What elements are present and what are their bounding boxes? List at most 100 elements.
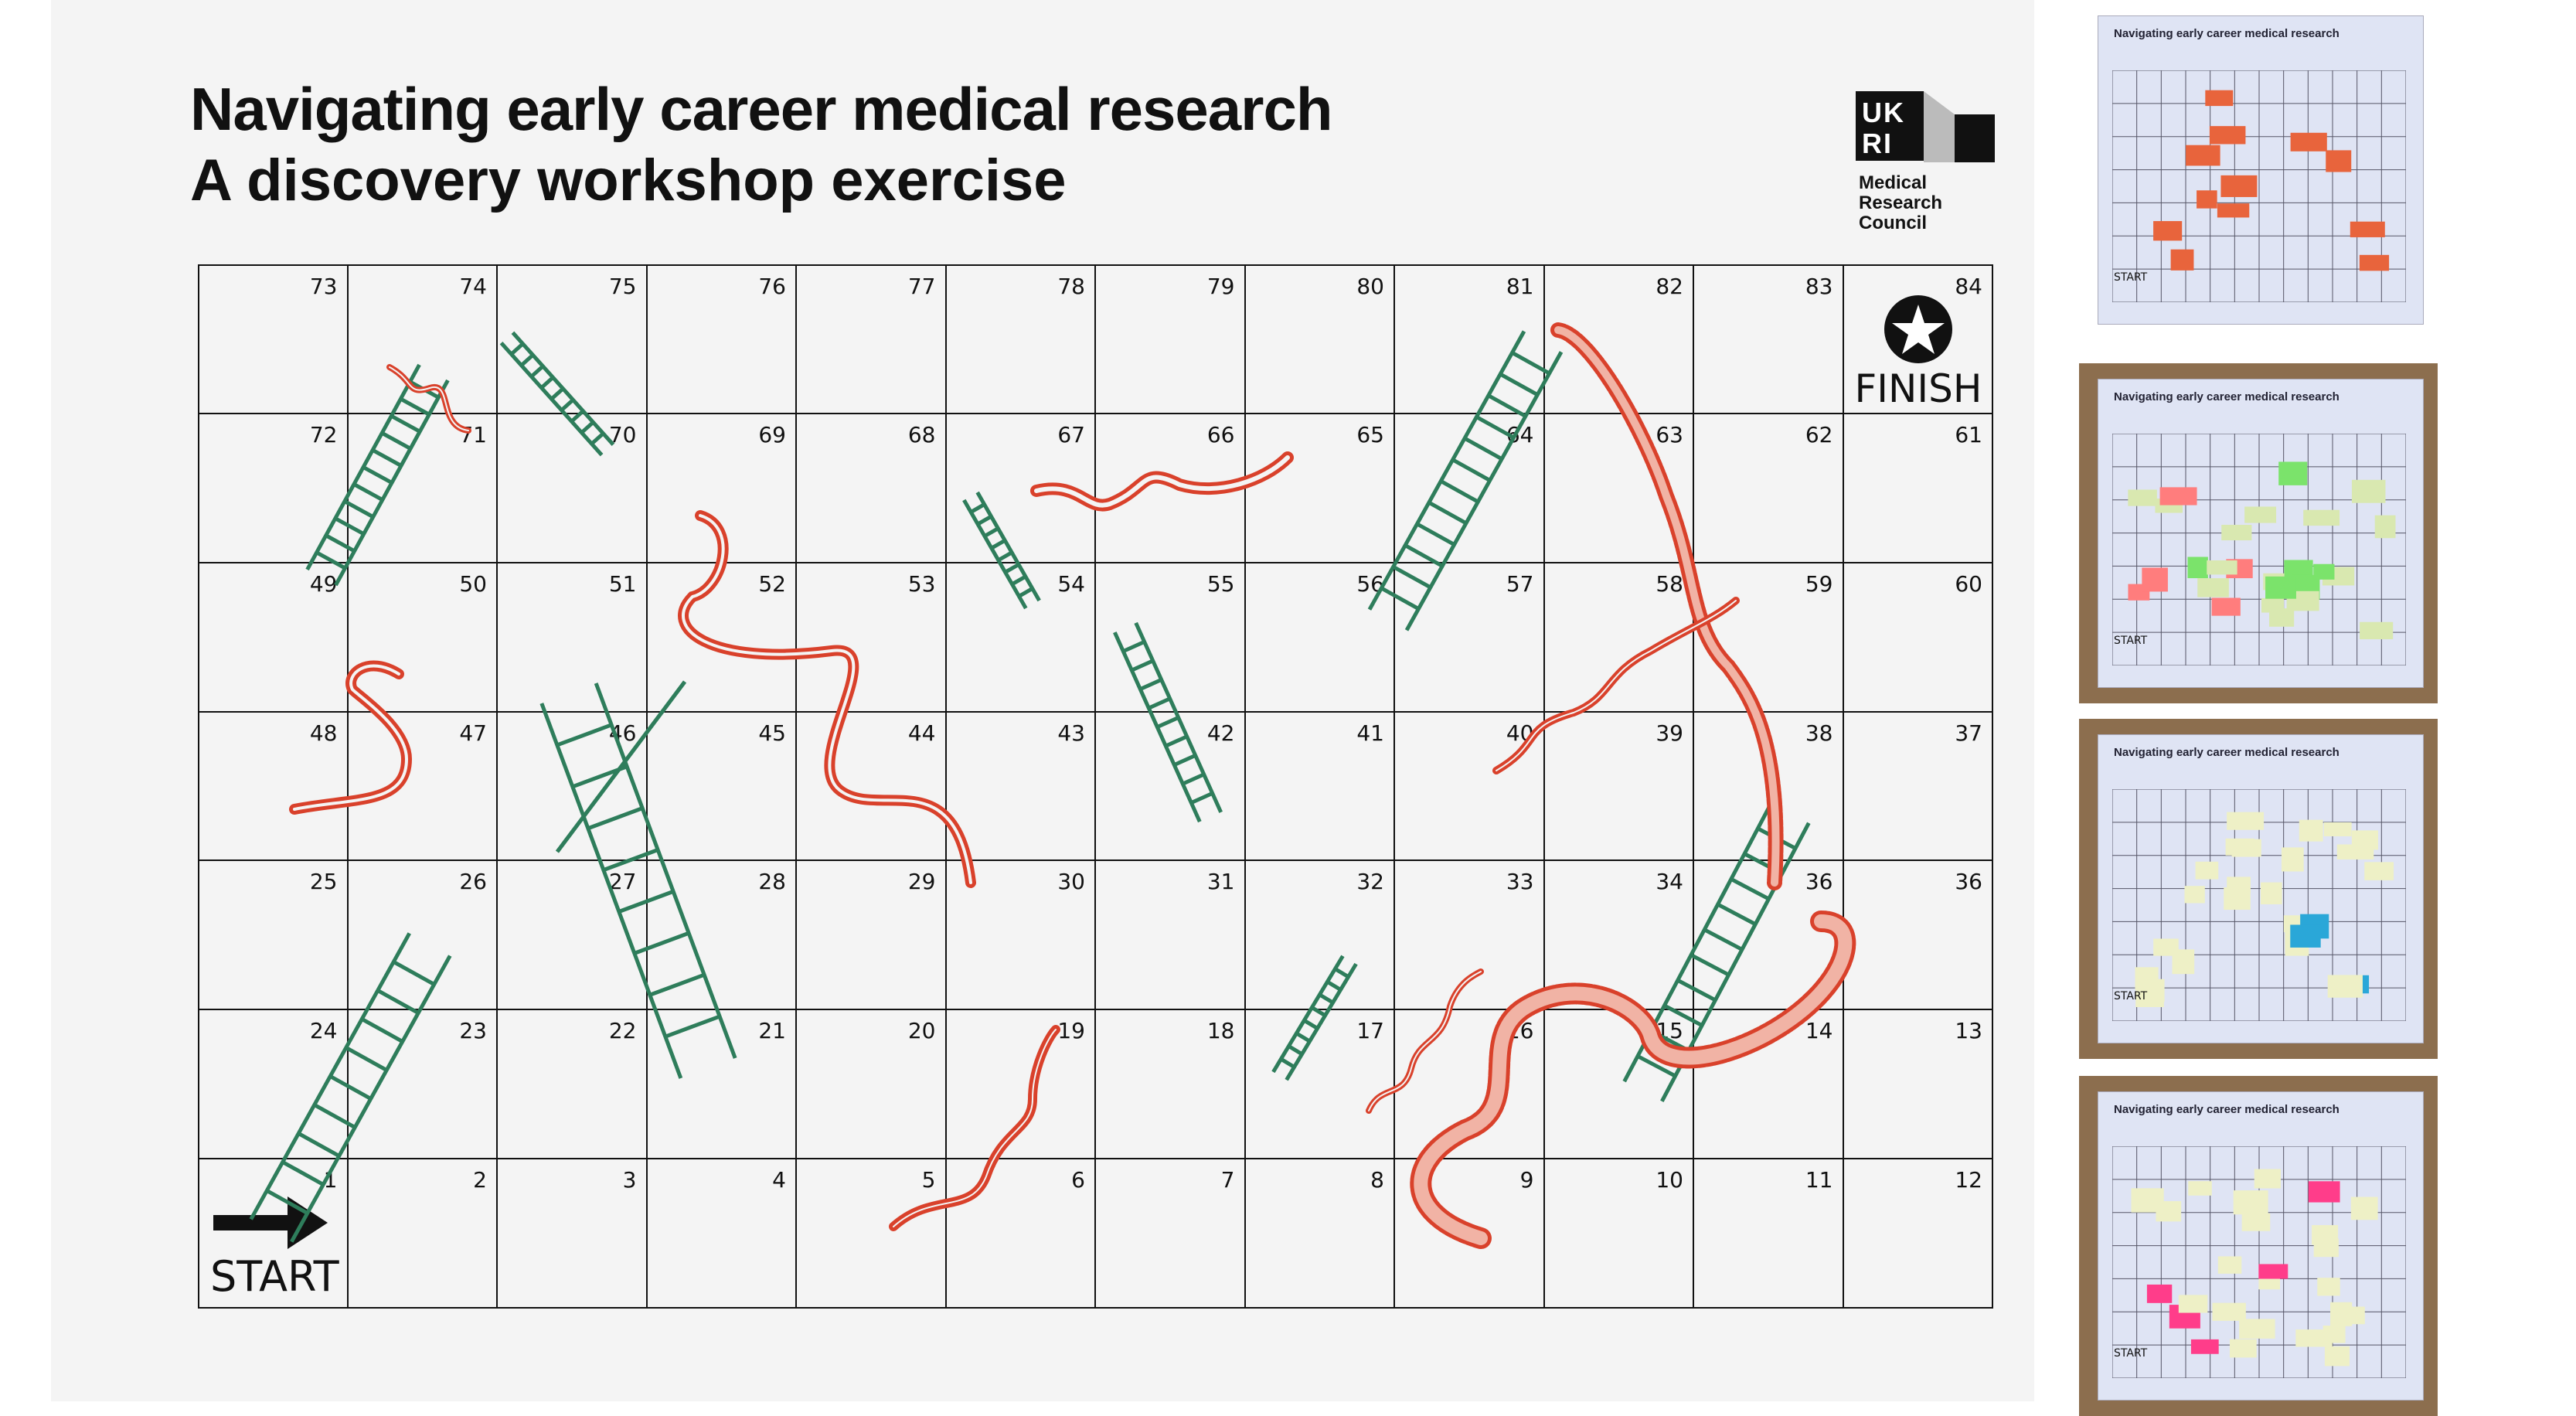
sticky-note xyxy=(2172,949,2195,975)
board-square: 25 xyxy=(198,859,349,1011)
sticky-note xyxy=(2205,90,2234,107)
square-number: 32 xyxy=(1356,869,1384,895)
sticky-note xyxy=(2159,487,2197,505)
square-number: 64 xyxy=(1506,421,1534,448)
square-number: 41 xyxy=(1356,720,1384,746)
square-number: 62 xyxy=(1805,421,1833,448)
board-square: 72 xyxy=(198,412,349,563)
sticky-note xyxy=(2265,576,2296,599)
square-number: 5 xyxy=(921,1167,936,1193)
sticky-note xyxy=(2295,1329,2333,1347)
sheet-title: Navigating early career medical research xyxy=(2114,746,2339,759)
sticky-note xyxy=(2330,1302,2353,1326)
square-number: 2 xyxy=(473,1167,487,1193)
board-square: 51 xyxy=(496,561,648,713)
square-number: 21 xyxy=(758,1018,786,1044)
square-number: 61 xyxy=(1955,421,1982,448)
board-square: 42 xyxy=(1094,710,1246,862)
board-square: 33 xyxy=(1393,859,1545,1011)
board-square: 17 xyxy=(1244,1009,1395,1160)
board-square: 36 xyxy=(1693,859,1844,1011)
sticky-note xyxy=(2170,249,2194,271)
sticky-note xyxy=(2187,557,2208,579)
board-square: 54 xyxy=(944,561,1096,713)
sticky-note xyxy=(2269,608,2295,627)
page-subtitle: A discovery workshop exercise xyxy=(190,148,1067,213)
square-number: 67 xyxy=(1057,421,1085,448)
sheet-grid xyxy=(2112,434,2406,665)
square-number: 70 xyxy=(608,421,637,448)
board-square: 50 xyxy=(346,561,498,713)
board-square: 84 FINISH xyxy=(1842,264,1993,414)
square-number: 15 xyxy=(1656,1018,1683,1044)
sheet-start-label: START xyxy=(2114,990,2148,1002)
square-number: 29 xyxy=(907,869,936,895)
sticky-note xyxy=(2241,1213,2271,1231)
square-number: 3 xyxy=(622,1167,637,1193)
sticky-note xyxy=(2360,621,2394,640)
board-square: 47 xyxy=(346,710,498,862)
board-sheet: Navigating early career medical research… xyxy=(2098,379,2424,688)
sticky-note xyxy=(2207,560,2237,575)
sheet-grid xyxy=(2112,1146,2406,1378)
board-square: 22 xyxy=(496,1009,648,1160)
sticky-note xyxy=(2364,862,2394,880)
board-photo-4: Navigating early career medical research… xyxy=(2079,1076,2438,1416)
square-number: 49 xyxy=(309,570,338,597)
sheet-grid xyxy=(2112,70,2406,302)
board-square: 4 xyxy=(645,1158,797,1309)
square-number: 30 xyxy=(1057,869,1085,895)
board-square: 2 xyxy=(346,1158,498,1309)
sticky-note xyxy=(2290,132,2327,151)
sheet-start-label: START xyxy=(2114,1347,2148,1360)
board-square: 5 xyxy=(795,1158,947,1309)
board-square: 76 xyxy=(645,264,797,414)
board-square: 14 xyxy=(1693,1009,1844,1160)
square-number: 58 xyxy=(1656,570,1683,597)
square-number: 74 xyxy=(459,274,487,299)
square-number: 80 xyxy=(1356,274,1384,299)
sticky-note xyxy=(2312,1225,2339,1245)
board-square: 74 xyxy=(346,264,498,414)
board-square: 20 xyxy=(795,1009,947,1160)
sticky-note xyxy=(2217,203,2250,218)
square-number: 17 xyxy=(1356,1018,1384,1044)
square-number: 69 xyxy=(758,421,786,448)
board-square: 26 xyxy=(346,859,498,1011)
board-square: 44 xyxy=(795,710,947,862)
ukri-mark-icon: UK RI xyxy=(1856,91,1924,161)
sticky-note xyxy=(2128,489,2157,506)
sticky-note xyxy=(2350,1196,2378,1220)
board-square: 15 xyxy=(1543,1009,1694,1160)
square-number: 68 xyxy=(907,421,936,448)
board-square: 68 xyxy=(795,412,947,563)
sticky-note xyxy=(2195,861,2219,880)
square-number: 84 xyxy=(1955,274,1982,299)
board-square: 81 xyxy=(1393,264,1545,414)
square-number: 56 xyxy=(1356,570,1384,597)
sticky-note xyxy=(2233,1190,2268,1215)
sticky-note xyxy=(2227,812,2265,830)
board-square: 21 xyxy=(645,1009,797,1160)
mrc-label-line: Medical xyxy=(1859,172,1928,193)
sticky-note xyxy=(2178,1295,2208,1313)
board-square: 73 xyxy=(198,264,349,414)
square-number: 33 xyxy=(1506,869,1534,895)
board-square: 31 xyxy=(1094,859,1246,1011)
sticky-note xyxy=(2244,506,2277,523)
sticky-note xyxy=(2326,150,2352,172)
square-number: 36 xyxy=(1955,869,1982,895)
board-square: 77 xyxy=(795,264,947,414)
svg-text:UK: UK xyxy=(1862,97,1905,128)
sticky-note xyxy=(2261,597,2285,613)
square-number: 7 xyxy=(1220,1167,1235,1193)
board-square: 19 xyxy=(944,1009,1096,1160)
board-square: 30 xyxy=(944,859,1096,1011)
sticky-note xyxy=(2220,175,2258,197)
board-photo-1: Navigating early career medical research… xyxy=(2079,0,2438,340)
square-number: 24 xyxy=(309,1018,338,1044)
sticky-note xyxy=(2197,190,2217,209)
board-square: 8 xyxy=(1244,1158,1395,1309)
sticky-note xyxy=(2146,1284,2173,1303)
board-panel: Navigating early career medical research… xyxy=(51,0,2034,1401)
